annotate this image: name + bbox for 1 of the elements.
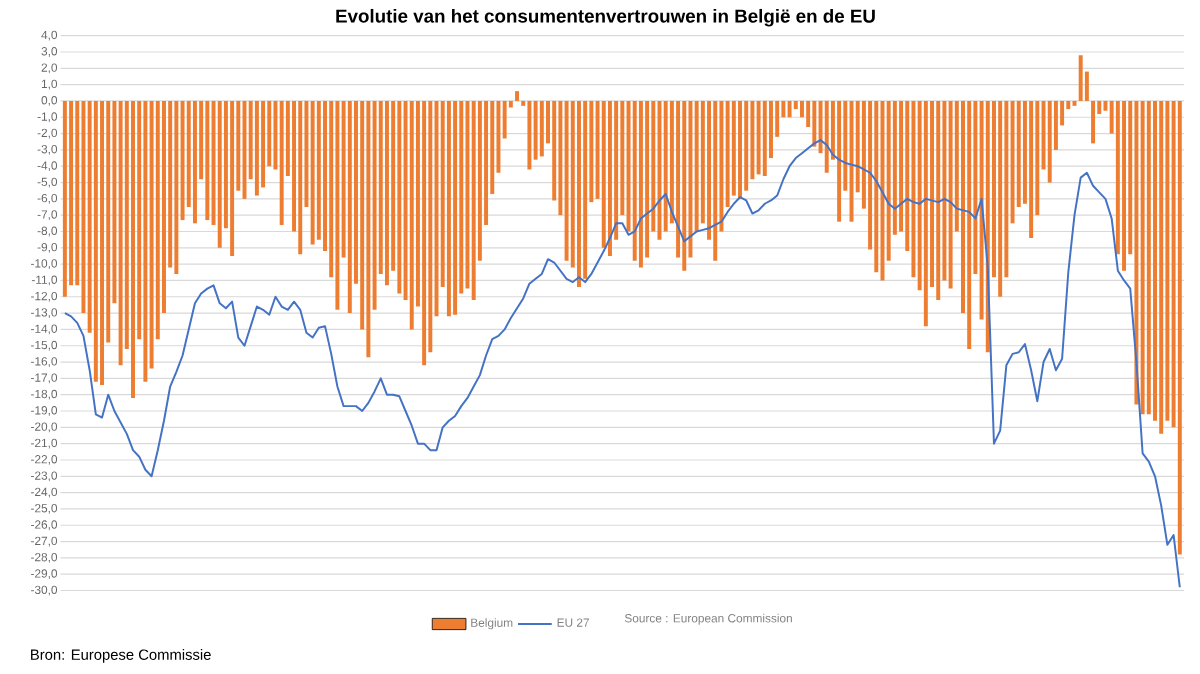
- chart-title: Evolutie van het consumentenvertrouwen in België en de EU: [336, 9, 875, 27]
